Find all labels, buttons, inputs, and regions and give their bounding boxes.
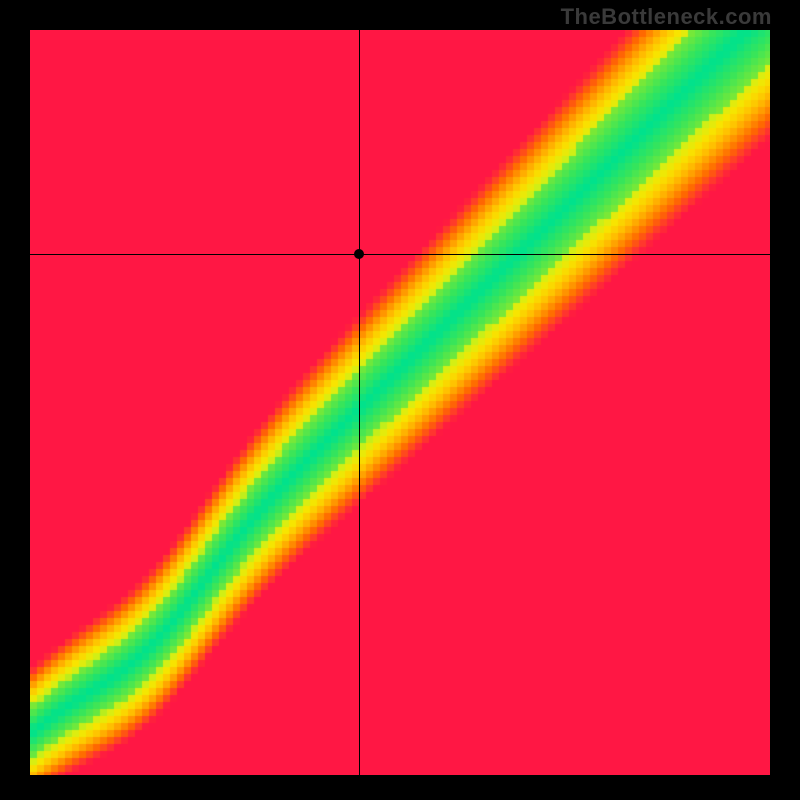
watermark-text: TheBottleneck.com xyxy=(561,4,772,30)
chart-container: TheBottleneck.com xyxy=(0,0,800,800)
heatmap-canvas xyxy=(30,30,770,775)
crosshair-vertical xyxy=(359,30,360,775)
crosshair-marker xyxy=(354,249,364,259)
crosshair-horizontal xyxy=(30,254,770,255)
heatmap-plot xyxy=(30,30,770,775)
